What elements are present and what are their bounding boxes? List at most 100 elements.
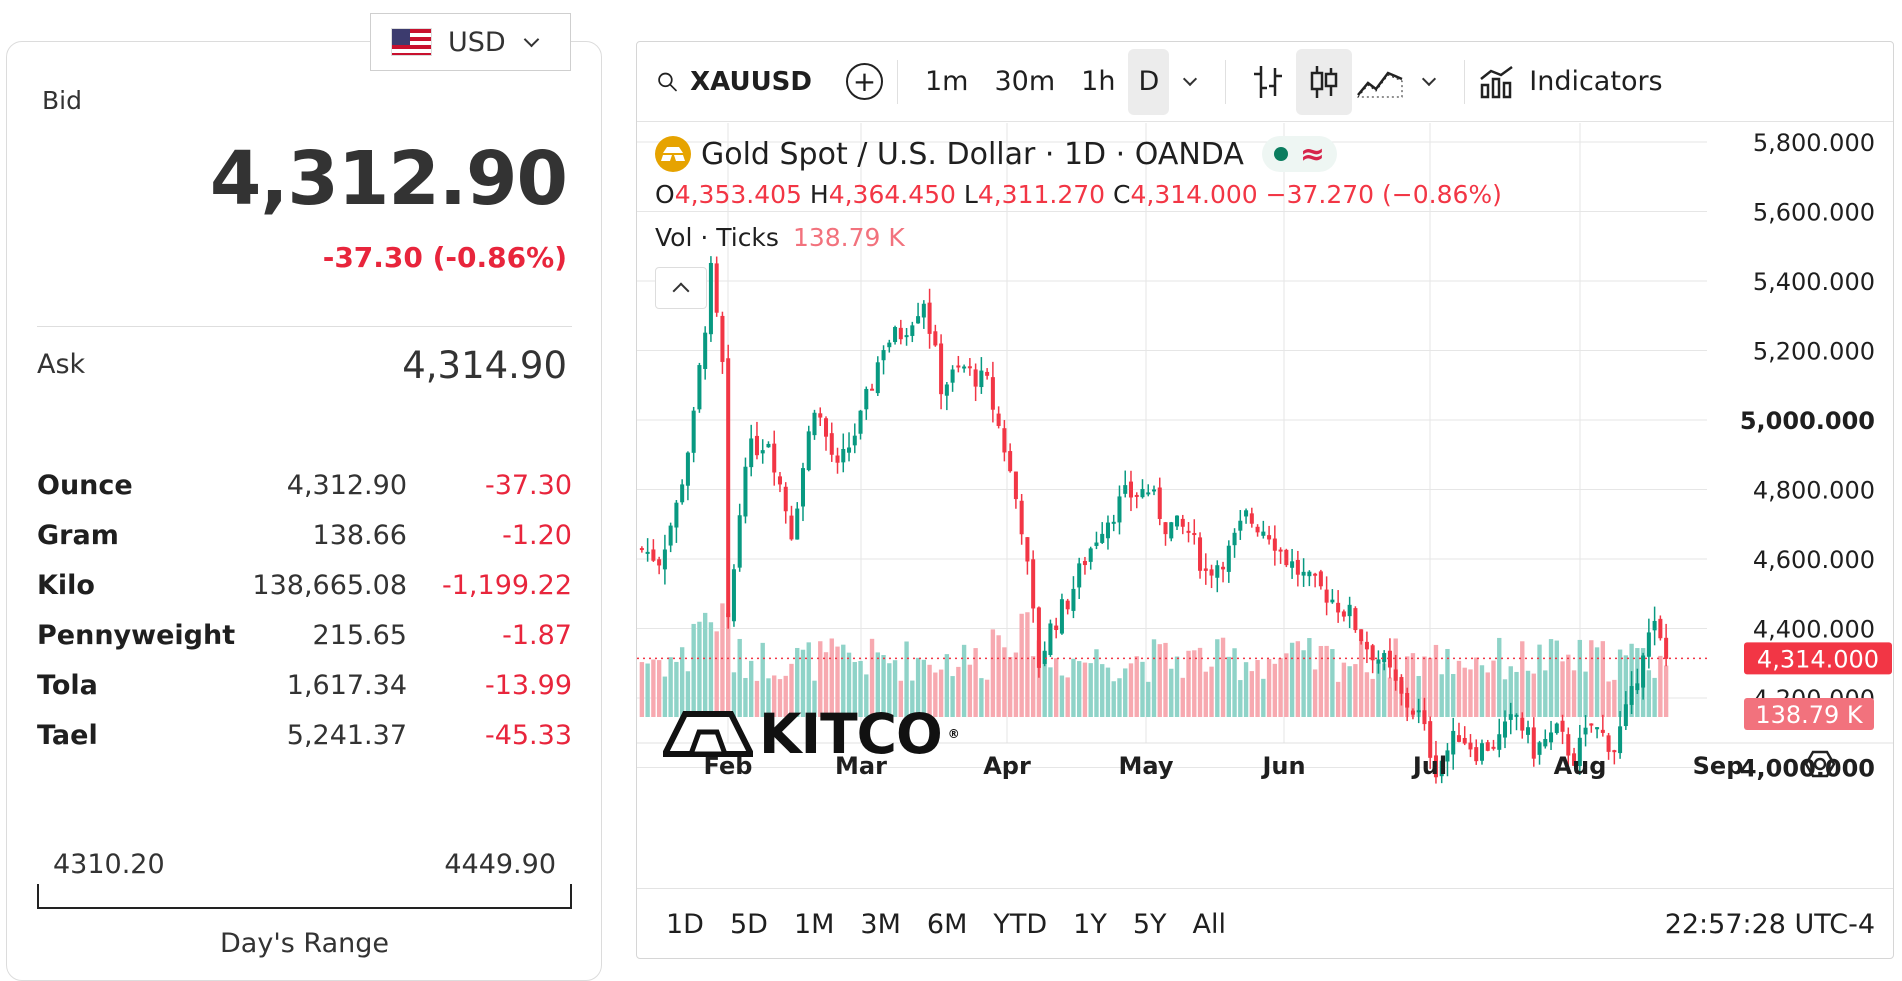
candle-body (1474, 747, 1479, 762)
volume-bar (1105, 667, 1111, 717)
volume-bar (823, 652, 829, 717)
volume-bar (1347, 666, 1352, 717)
low-value: 4,311.270 (977, 180, 1106, 209)
candle-body (1272, 538, 1277, 551)
candle-body (1439, 760, 1444, 777)
volume-bar (1030, 656, 1036, 717)
divider (37, 326, 572, 327)
range-1d[interactable]: 1D (666, 909, 704, 940)
chart-type-dropdown-icon[interactable] (1422, 71, 1437, 86)
candle-body (720, 315, 725, 362)
volume-bar (881, 655, 886, 717)
volume-bar (1514, 671, 1519, 717)
symbol-description: Gold Spot / U.S. Dollar · 1D · OANDA (701, 136, 1244, 172)
range-5y[interactable]: 5Y (1132, 909, 1167, 940)
candle-body (1013, 471, 1018, 500)
interval-dropdown-icon[interactable] (1183, 71, 1198, 86)
volume-bar (749, 660, 754, 717)
kitco-logo-icon (663, 711, 753, 757)
candle-body (726, 358, 731, 618)
volume-bar (1462, 667, 1467, 717)
volume-bar (1220, 637, 1226, 717)
volume-bar (1278, 658, 1283, 717)
volume-bar (1289, 642, 1295, 717)
price-chart[interactable]: 5,800.000 5,600.000 5,400.000 5,200.000 5,00… (637, 123, 1894, 888)
high-value: 4,364.450 (828, 180, 956, 209)
range-1m[interactable]: 1M (793, 909, 835, 940)
candle-body (1261, 531, 1266, 536)
day-range-low: 4310.20 (53, 849, 165, 880)
candle-body (1215, 565, 1220, 578)
volume-bar (1111, 681, 1116, 717)
volume-bar (737, 638, 742, 717)
volume-bar (1077, 661, 1082, 717)
candle-body (1065, 600, 1070, 610)
symbol-search[interactable]: XAUUSD (637, 67, 812, 97)
volume-bar (1117, 678, 1122, 717)
interval-1h[interactable]: 1h (1081, 66, 1116, 97)
range-ytd[interactable]: YTD (993, 909, 1048, 940)
last-price-label: 4,314.000 (1757, 645, 1879, 673)
volume-bar (1451, 674, 1456, 717)
clock-timezone[interactable]: 22:57:28 UTC-4 (1664, 909, 1875, 940)
volume-bar (1623, 655, 1629, 717)
range-6m[interactable]: 6M (926, 909, 968, 940)
volume-bar (795, 647, 800, 717)
volume-bar (708, 622, 714, 717)
interval-1m[interactable]: 1m (925, 66, 969, 97)
volume-bar (979, 678, 984, 717)
volume-bar (1525, 670, 1531, 717)
volume-bar (668, 657, 673, 717)
candle-body (1508, 714, 1513, 720)
volume-bar (1140, 661, 1145, 717)
range-5d[interactable]: 5D (729, 909, 768, 940)
indicators-icon (1480, 65, 1513, 98)
candle-body (1175, 515, 1180, 527)
candle-body (1088, 548, 1093, 562)
compare-plus-button[interactable]: + (846, 63, 883, 100)
volume-bar (1612, 679, 1617, 717)
candle-body (1485, 742, 1490, 751)
volume-bar (864, 674, 869, 717)
range-3m[interactable]: 3M (860, 909, 901, 940)
candle-body (1128, 481, 1133, 498)
interval-30m[interactable]: 30m (994, 66, 1056, 97)
collapse-legend-button[interactable] (655, 267, 707, 309)
search-icon (658, 72, 677, 91)
candle-body (674, 502, 679, 528)
candle-body (680, 484, 685, 503)
market-status-pill[interactable]: ≈ (1261, 136, 1338, 172)
candle-body (812, 412, 817, 436)
volume-bar (1318, 646, 1324, 717)
candle-body (1560, 720, 1565, 732)
volume-bar (754, 680, 760, 717)
volume-bar (967, 664, 973, 717)
volume-bar (1197, 647, 1203, 717)
volume-bar (1456, 660, 1462, 717)
range-all[interactable]: All (1192, 909, 1226, 940)
volume-series (639, 603, 1669, 717)
toolbar-divider (897, 59, 898, 104)
kitco-text: KITCO (759, 702, 943, 766)
candle-body (703, 332, 708, 369)
bar-style-button[interactable] (1240, 49, 1296, 115)
candle-body (916, 316, 921, 324)
volume-bar (789, 663, 794, 717)
y-tick-label: 4,800.000 (1753, 477, 1875, 505)
candle-body (1336, 602, 1341, 613)
volume-bar (1324, 645, 1329, 717)
range-1y[interactable]: 1Y (1073, 909, 1107, 940)
volume-bar (639, 662, 645, 717)
toolbar-divider (1464, 59, 1466, 104)
volume-bar (766, 678, 771, 717)
candles-style-button[interactable] (1296, 48, 1353, 115)
area-style-button[interactable] (1352, 49, 1408, 115)
candle-body (1433, 755, 1438, 778)
indicators-button[interactable]: Indicators (1479, 65, 1663, 99)
volume-bar (714, 631, 719, 717)
interval-d[interactable]: D (1128, 48, 1170, 115)
currency-select[interactable]: USD (370, 13, 571, 71)
unit-change: -45.33 (484, 720, 572, 751)
volume-bar (772, 675, 777, 717)
candle-body (1428, 721, 1433, 758)
